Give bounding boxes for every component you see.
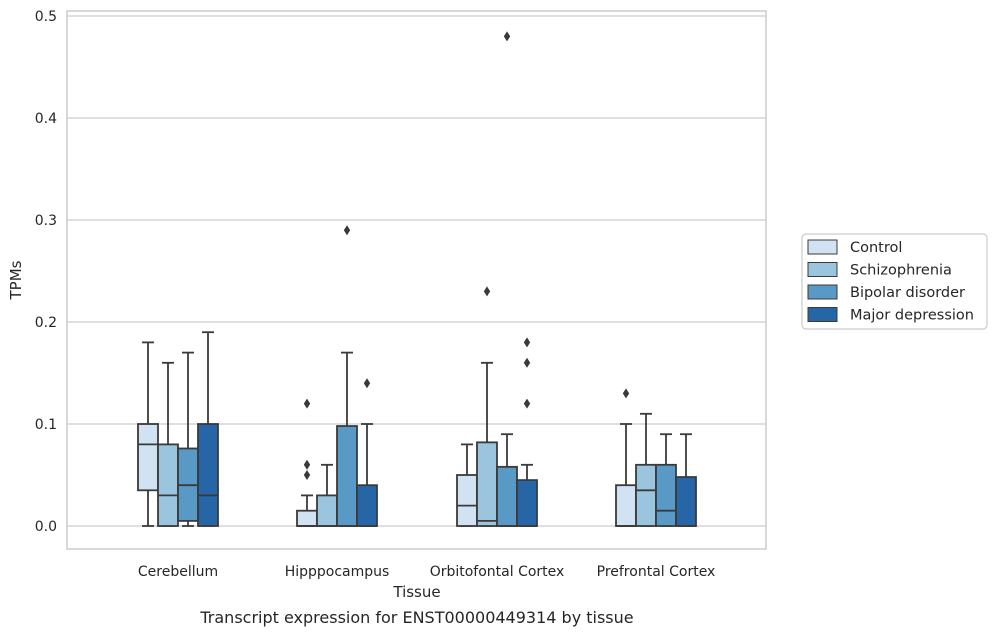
legend-entry-label: Major depression xyxy=(850,308,974,324)
y-tick-label: 0.0 xyxy=(35,519,57,535)
box-control-2 xyxy=(456,443,478,527)
plot-area-frame xyxy=(66,10,767,550)
box-control-0 xyxy=(137,341,159,527)
box-bipolar-disorder-0 xyxy=(177,351,199,527)
box-iqr xyxy=(197,423,219,527)
box-iqr xyxy=(655,463,677,527)
x-axis-ticks: Cerebellum Hipppocampus Orbitofontal Corte… xyxy=(138,564,715,580)
outlier-marker xyxy=(363,378,371,389)
x-tick-label: Prefrontal Cortex xyxy=(597,564,716,580)
y-tick-label: 0.4 xyxy=(35,111,57,127)
legend-swatch xyxy=(807,307,838,322)
box-iqr xyxy=(296,509,318,527)
x-tick-label: Hipppocampus xyxy=(285,564,390,580)
box-iqr xyxy=(157,443,179,527)
x-tick-label: Orbitofontal Cortex xyxy=(430,564,565,580)
outlier-marker xyxy=(523,337,531,348)
box-schizophrenia-2 xyxy=(476,286,498,527)
legend-frame xyxy=(801,233,988,330)
box-iqr xyxy=(336,425,358,527)
outlier-marker xyxy=(303,470,311,480)
box-major-depression-1 xyxy=(356,378,378,527)
legend-swatch xyxy=(807,239,838,255)
box-iqr xyxy=(496,465,518,527)
y-axis-ticks: 0.0 0.1 0.2 0.3 0.4 0.5 xyxy=(35,9,57,535)
chart-caption: Transcript expression for ENST0000044931… xyxy=(199,608,633,627)
y-tick-label: 0.3 xyxy=(35,213,57,229)
box-major-depression-0 xyxy=(197,331,219,527)
legend-entry-label: Control xyxy=(850,240,902,256)
box-major-depression-3 xyxy=(675,433,697,527)
legend-swatch xyxy=(807,262,838,277)
y-axis-label: TPMs xyxy=(7,260,25,300)
box-iqr xyxy=(675,476,697,527)
y-tick-label: 0.5 xyxy=(35,9,57,25)
legend-entry-label: Bipolar disorder xyxy=(850,285,965,301)
outlier-marker xyxy=(483,286,491,297)
box-bipolar-disorder-2 xyxy=(496,31,518,527)
box-schizophrenia-0 xyxy=(157,361,179,527)
box-schizophrenia-3 xyxy=(635,412,657,527)
boxes-layer xyxy=(137,31,697,527)
outlier-marker xyxy=(503,31,511,42)
box-iqr xyxy=(476,441,498,527)
box-iqr xyxy=(635,463,657,527)
outlier-marker xyxy=(523,398,531,409)
box-iqr xyxy=(516,479,538,527)
box-control-1 xyxy=(296,398,318,527)
box-bipolar-disorder-1 xyxy=(336,225,358,527)
outlier-marker xyxy=(622,388,630,399)
outlier-marker xyxy=(523,357,531,368)
box-iqr xyxy=(137,423,159,492)
box-iqr xyxy=(456,474,478,527)
legend: Control Schizophrenia Bipolar disorder Majo… xyxy=(801,233,988,330)
outlier-marker xyxy=(303,459,311,470)
x-tick-label: Cerebellum xyxy=(138,564,218,580)
box-iqr xyxy=(316,494,338,527)
box-schizophrenia-1 xyxy=(316,463,338,527)
x-axis-label: Tissue xyxy=(392,583,440,601)
box-iqr xyxy=(356,484,378,527)
box-control-3 xyxy=(615,388,637,527)
outlier-marker xyxy=(303,398,311,409)
box-major-depression-2 xyxy=(516,337,538,527)
y-tick-label: 0.2 xyxy=(35,315,57,331)
outlier-marker xyxy=(343,225,351,236)
box-iqr xyxy=(615,484,637,527)
y-tick-label: 0.1 xyxy=(35,417,57,433)
legend-swatch xyxy=(807,284,838,300)
box-bipolar-disorder-3 xyxy=(655,433,677,527)
legend-entry-label: Schizophrenia xyxy=(850,263,952,279)
